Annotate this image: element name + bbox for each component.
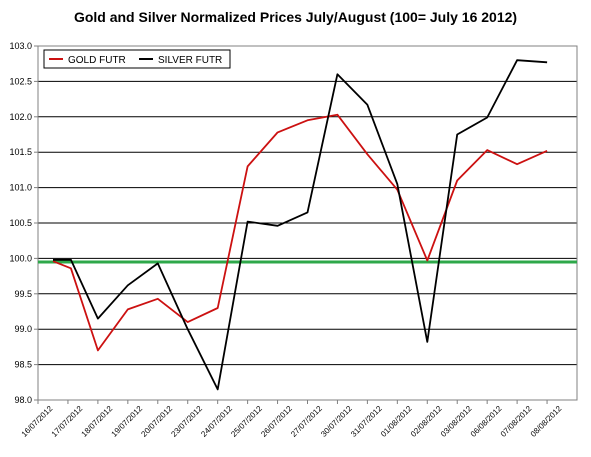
x-tick-label-17: 08/08/2012 — [529, 404, 564, 439]
y-tick-label-8: 102.0 — [9, 112, 32, 122]
y-tick-label-3: 99.5 — [14, 289, 32, 299]
series-lines — [38, 59, 577, 391]
legend: GOLD FUTR SILVER FUTR — [43, 49, 231, 69]
y-tick-label-2: 99.0 — [14, 324, 32, 334]
y-tick-label-5: 100.5 — [9, 218, 32, 228]
gold-series-line — [52, 113, 548, 352]
y-tick-label-0: 98.0 — [14, 395, 32, 405]
axes: 98.0 98.5 99.0 99.5 100.0 100.5 101.0 101.5 102.… — [9, 41, 563, 439]
y-tick-label-10: 103.0 — [9, 41, 32, 51]
chart-title: Gold and Silver Normalized Prices July/A… — [73, 9, 518, 25]
y-tick-label-7: 101.5 — [9, 147, 32, 157]
legend-label-gold: GOLD FUTR — [68, 55, 126, 66]
legend-label-silver: SILVER FUTR — [158, 55, 222, 66]
y-tick-label-4: 100.0 — [9, 253, 32, 263]
legend-box — [43, 49, 231, 69]
y-tick-label-9: 102.5 — [9, 76, 32, 86]
y-tick-label-1: 98.5 — [14, 360, 32, 370]
y-tick-label-6: 101.0 — [9, 183, 32, 193]
silver-series-line — [53, 59, 548, 391]
